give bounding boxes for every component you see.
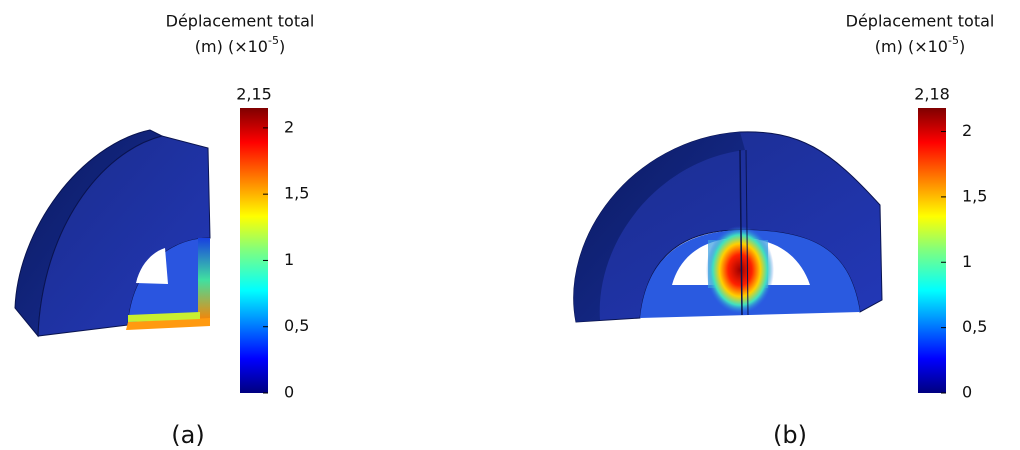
colorbar — [240, 108, 268, 393]
unit-exponent: -5 — [268, 34, 279, 47]
colorbar-tick-label: 1 — [962, 252, 972, 271]
colorbar-max-label: 2,18 — [914, 85, 950, 104]
colorbar-tick-label: 1,5 — [962, 186, 987, 205]
colorbar-max-label: 2,15 — [236, 85, 272, 104]
colorbar-title: Déplacement total — [846, 12, 995, 31]
panel-caption: (b) — [773, 421, 807, 449]
colorbar-tick-label: 0 — [284, 383, 294, 402]
colorbar-tick-label: 1,5 — [284, 184, 309, 203]
colorbar-title: Déplacement total — [166, 12, 315, 31]
unit-prefix: (m) (×10 — [195, 37, 268, 56]
colorbar-tick-label: 0,5 — [284, 316, 309, 335]
colorbar-tick-label: 1 — [284, 250, 294, 269]
unit-exponent: -5 — [948, 34, 959, 47]
colorbar — [918, 108, 946, 393]
colorbar-tick-label: 0 — [962, 383, 972, 402]
unit-suffix: ) — [959, 37, 965, 56]
model-a — [14, 129, 211, 338]
unit-suffix: ) — [279, 37, 285, 56]
colorbar-unit: (m) (×10-5) — [875, 34, 965, 56]
colorbar-tick-label: 2 — [284, 117, 294, 136]
colorbar-tick-label: 2 — [962, 121, 972, 140]
colorbar-tick-label: 0,5 — [962, 317, 987, 336]
model-b — [573, 131, 883, 323]
unit-prefix: (m) (×10 — [875, 37, 948, 56]
panel-caption: (a) — [171, 421, 204, 449]
colorbar-unit: (m) (×10-5) — [195, 34, 285, 56]
